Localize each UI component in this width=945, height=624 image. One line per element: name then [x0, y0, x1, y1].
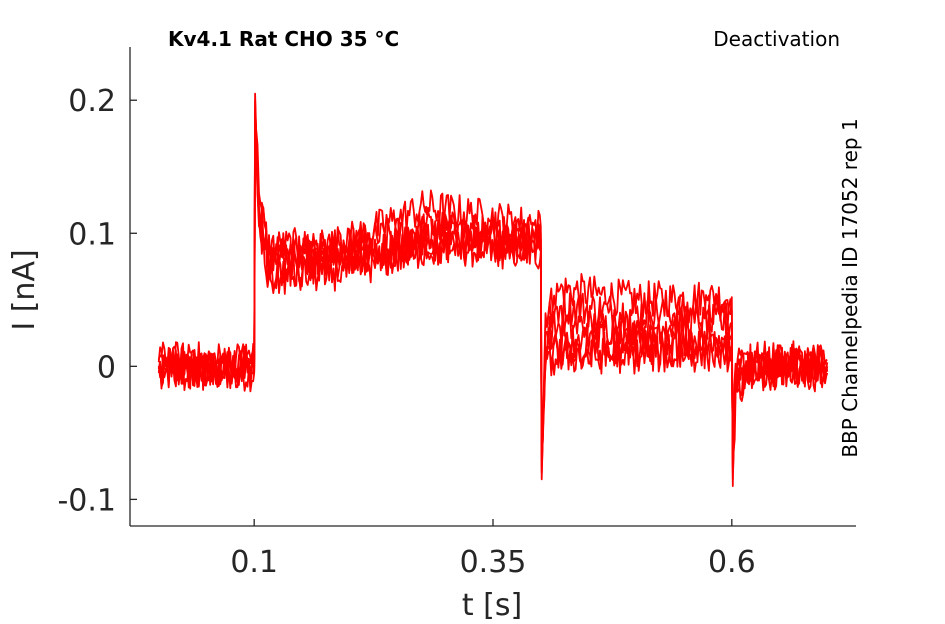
x-ticks: 0.1 0.35 0.6: [230, 519, 756, 580]
current-trace-6: [157, 125, 829, 454]
current-traces: [157, 92, 829, 488]
x-tick-label: 0.35: [460, 545, 527, 580]
current-trace-3: [157, 106, 828, 474]
y-axis-title: I [nA]: [7, 249, 42, 330]
chart-title: Kv4.1 Rat CHO 35 °C: [168, 27, 399, 51]
y-tick-label: 0: [97, 350, 116, 385]
x-tick-label: 0.1: [230, 545, 278, 580]
axes: [129, 47, 856, 527]
recording-annotation: BBP Channelpedia ID 17052 rep 1: [838, 118, 862, 457]
chart-subtitle: Deactivation: [713, 27, 840, 51]
x-tick-label: 0.6: [708, 545, 756, 580]
y-tick-label: 0.1: [68, 217, 116, 252]
x-axis-title: t [s]: [462, 588, 522, 623]
y-ticks: -0.1 0 0.1 0.2: [57, 84, 137, 518]
y-tick-label: -0.1: [57, 483, 116, 518]
current-trace-1: [157, 92, 829, 488]
y-tick-label: 0.2: [68, 84, 116, 119]
current-trace-2: [157, 99, 829, 481]
